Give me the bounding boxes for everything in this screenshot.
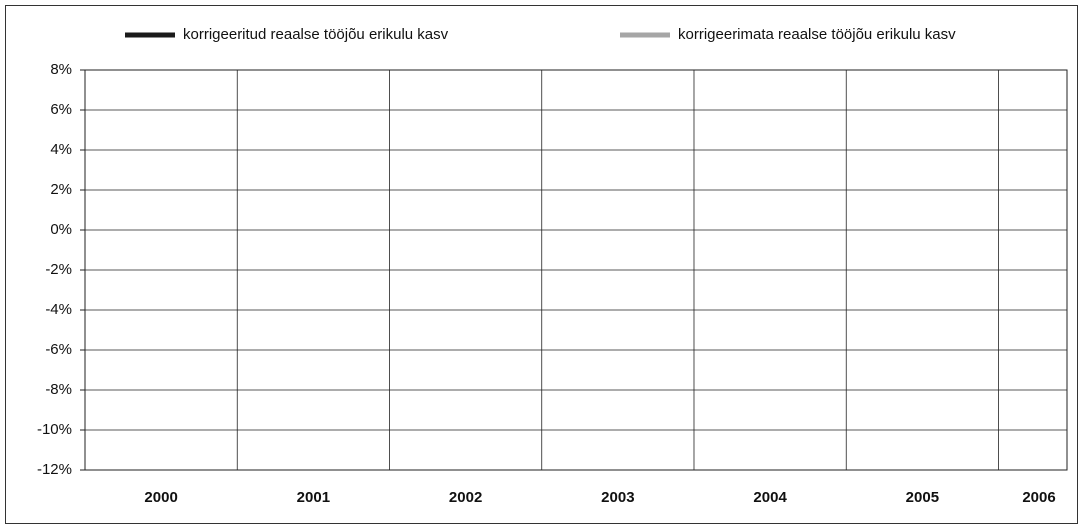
- y-tick-label: 6%: [50, 101, 72, 118]
- x-tick-label: 2005: [906, 489, 939, 506]
- x-tick-label: 2006: [1022, 489, 1055, 506]
- x-tick-label: 2004: [753, 489, 787, 506]
- x-tick-label: 2002: [449, 489, 482, 506]
- y-tick-label: 4%: [50, 141, 72, 158]
- y-tick-label: -4%: [45, 301, 72, 318]
- x-tick-label: 2001: [297, 489, 330, 506]
- y-tick-label: -10%: [37, 421, 72, 438]
- y-tick-label: 8%: [50, 61, 72, 78]
- legend-label: korrigeerimata reaalse tööjõu erikulu ka…: [678, 26, 956, 43]
- y-tick-label: -12%: [37, 461, 72, 478]
- x-tick-label: 2003: [601, 489, 634, 506]
- y-tick-label: -8%: [45, 381, 72, 398]
- legend-label: korrigeeritud reaalse tööjõu erikulu kas…: [183, 26, 449, 43]
- y-tick-label: 2%: [50, 181, 72, 198]
- y-tick-label: -2%: [45, 261, 72, 278]
- y-tick-label: 0%: [50, 221, 72, 238]
- x-tick-label: 2000: [144, 489, 177, 506]
- y-tick-label: -6%: [45, 341, 72, 358]
